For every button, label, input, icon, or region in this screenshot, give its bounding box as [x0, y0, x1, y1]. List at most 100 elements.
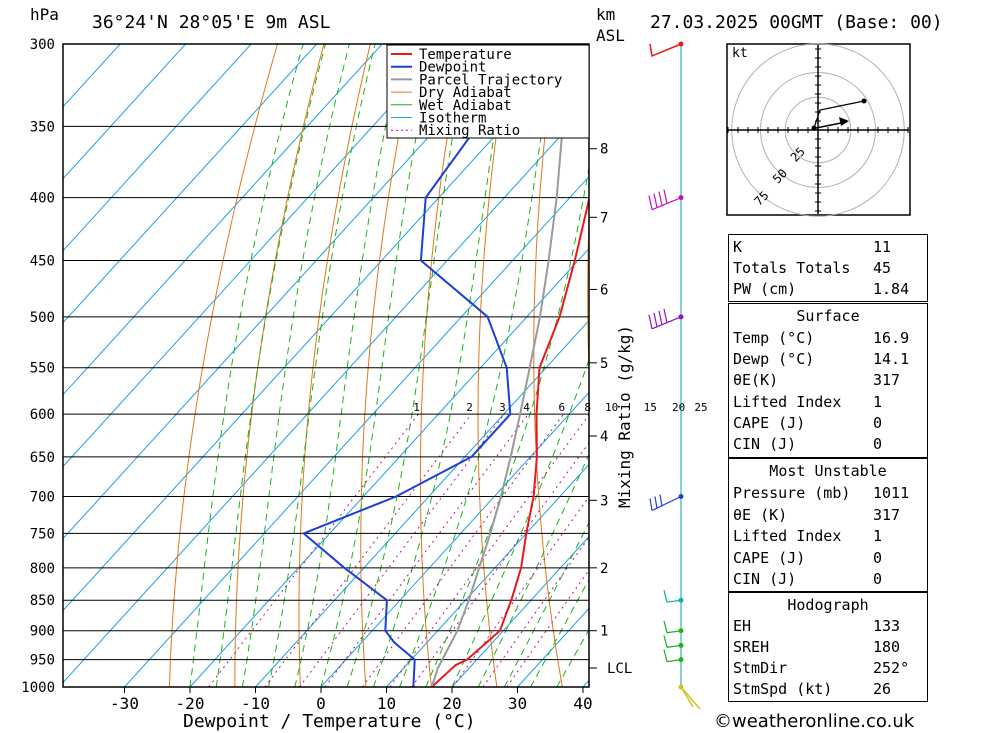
wet-adiabat-line — [530, 578, 589, 687]
mixing-ratio-label: 10 — [605, 401, 618, 414]
surface-temp-label: Temp (°C) — [733, 329, 815, 347]
most-unstable-panel: Most Unstable Pressure (mb) 1011 θE (K) 31… — [728, 458, 928, 592]
mixing-ratio-label: 20 — [672, 401, 685, 414]
dry-adiabat-line — [168, 44, 279, 687]
wet-adiabat-line — [372, 44, 510, 687]
mixing-ratio-label: 8 — [584, 401, 591, 414]
temperature-tick-label: -20 — [176, 694, 205, 713]
mixing-ratio-axis-title: Mixing Ratio (g/kg) — [615, 325, 634, 508]
wet-adiabat-line — [477, 453, 589, 687]
mixing-ratio-label: 2 — [466, 401, 473, 414]
isotherm-line — [63, 44, 187, 180]
mu-theta-label: θE (K) — [733, 506, 788, 524]
wind-barb — [649, 43, 682, 58]
location-title: 36°24'N 28°05'E 9m ASL — [92, 12, 331, 33]
storm-motion-arrowhead — [839, 117, 849, 126]
pw-value: 1.84 — [873, 280, 910, 298]
wind-barb-feather — [663, 189, 668, 204]
wet-adiabat-line — [189, 44, 304, 687]
wind-barb-feather — [663, 649, 668, 662]
copyright-link[interactable]: ©weatheronline.co.uk — [714, 711, 915, 732]
wind-barb-feather — [658, 191, 663, 206]
asl-label: ASL — [596, 26, 625, 45]
pressure-tick-label: 650 — [30, 450, 55, 466]
mu-cin-value: 0 — [873, 570, 883, 588]
stmdir-value: 252° — [873, 659, 910, 677]
mu-theta-value: 317 — [873, 506, 901, 524]
hodograph-start-point — [811, 125, 817, 131]
legend-label: Wet Adiabat — [419, 98, 512, 114]
hodograph-stats-panel: Hodograph EH 133 SREH 180 StmDir 252° StmSp… — [728, 592, 928, 702]
km-tick-label: 3 — [600, 493, 608, 509]
eh-value: 133 — [873, 617, 901, 635]
mixing-ratio-label: 15 — [644, 401, 657, 414]
wind-barb-feather — [663, 620, 668, 633]
hodograph-trace — [813, 100, 865, 129]
wet-adiabat-line — [215, 44, 327, 687]
surface-li-value: 1 — [873, 393, 883, 411]
wind-barb-feather — [653, 312, 658, 327]
km-tick-label: 6 — [600, 282, 608, 298]
surface-dewp-label: Dewp (°C) — [733, 350, 815, 368]
dry-adiabat-line — [971, 7, 1000, 687]
datetime-title: 27.03.2025 00GMT (Base: 00) — [650, 12, 943, 33]
plot-frame — [62, 43, 590, 688]
temperature-tick-label: 30 — [508, 694, 527, 713]
wet-adiabat-line — [346, 44, 470, 687]
mixing-ratio-line — [264, 413, 472, 687]
wind-barb-feather — [658, 310, 663, 325]
stmdir-label: StmDir — [733, 659, 788, 677]
mu-pressure-label: Pressure (mb) — [733, 484, 851, 502]
km-tick-label: 4 — [600, 429, 608, 445]
isotherm-line — [63, 44, 252, 252]
profile-lines — [302, 44, 589, 687]
wind-barb-feather — [654, 496, 658, 509]
temperature-line — [431, 194, 589, 687]
pressure-tick-label: 700 — [30, 490, 55, 506]
isotherm-line — [255, 319, 589, 687]
pw-label: PW (cm) — [733, 280, 797, 298]
axes: 1 2 3 4 6 8 10 15 20 2530035040045050055060065070… — [21, 37, 707, 713]
temperature-tick-label: -30 — [110, 694, 139, 713]
pressure-tick-label: 750 — [30, 526, 55, 542]
pressure-tick-label: 800 — [30, 561, 55, 577]
pressure-tick-label: 300 — [30, 37, 55, 53]
mixing-ratio-line — [324, 413, 529, 687]
mu-cin-label: CIN (J) — [733, 570, 797, 588]
pressure-tick-label: 850 — [30, 593, 55, 609]
wind-barb — [666, 659, 682, 663]
isotherm-line — [63, 44, 383, 396]
mixing-ratio-line — [299, 413, 505, 687]
eh-label: EH — [733, 617, 752, 635]
pressure-tick-label: 350 — [30, 119, 55, 135]
surface-theta-label: θE(K) — [733, 371, 779, 389]
stmspd-value: 26 — [873, 680, 892, 698]
legend-label: Temperature — [419, 47, 512, 63]
temperature-tick-label: 10 — [377, 694, 396, 713]
legend-label: Dewpoint — [419, 60, 486, 76]
x-axis-title: Dewpoint / Temperature (°C) — [183, 711, 476, 732]
sreh-label: SREH — [733, 638, 770, 656]
k-value: 11 — [873, 238, 892, 256]
dewpoint-line — [302, 44, 512, 687]
temperature-tick-label: 0 — [316, 694, 326, 713]
surface-cin-label: CIN (J) — [733, 435, 797, 453]
wind-barb-feather — [649, 498, 653, 511]
mu-li-value: 1 — [873, 527, 883, 545]
pressure-tick-label: 500 — [30, 310, 55, 326]
km-tick-label: 7 — [600, 210, 608, 226]
wind-barb-feather — [653, 193, 658, 208]
surface-cape-label: CAPE (J) — [733, 414, 806, 432]
hodograph-stats-title: Hodograph — [787, 596, 869, 614]
mixing-ratio-line — [361, 413, 564, 687]
surface-title: Surface — [796, 307, 860, 325]
mixing-ratio-label: 6 — [558, 401, 565, 414]
temperature-tick-label: 40 — [573, 694, 592, 713]
pressure-tick-label: 1000 — [21, 680, 55, 696]
km-tick-label: 2 — [600, 561, 608, 577]
km-tick-label: 5 — [600, 356, 608, 372]
mixing-ratio-label: 25 — [694, 401, 707, 414]
mu-cape-label: CAPE (J) — [733, 549, 806, 567]
parcel-trajectory-line — [430, 44, 574, 687]
